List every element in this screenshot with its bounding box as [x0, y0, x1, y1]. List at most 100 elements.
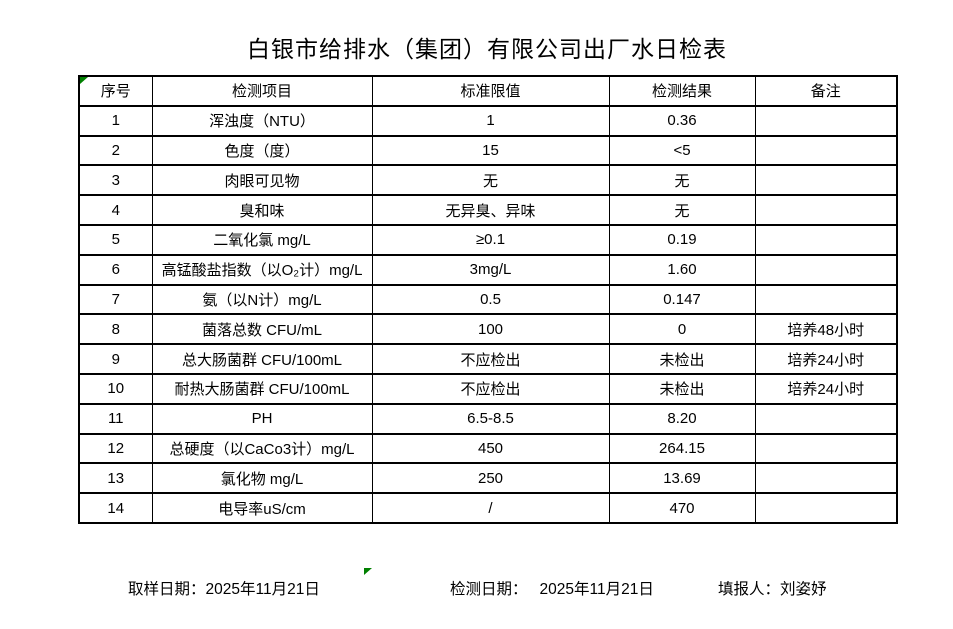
table-row: 1 浑浊度（NTU） 1 0.36: [78, 104, 898, 137]
header-row: 序号 检测项目 标准限值 检测结果 备注: [78, 75, 898, 107]
cell-item: 色度（度）: [151, 134, 373, 167]
table-row: 7 氨（以N计）mg/L 0.5 0.147: [78, 283, 898, 316]
cell-remark: [754, 462, 898, 495]
cell-seq: 8: [78, 313, 153, 346]
cell-result: 8.20: [608, 402, 756, 435]
cell-seq: 11: [78, 402, 153, 435]
cell-item: 二氧化氯 mg/L: [151, 223, 373, 256]
cell-seq: 14: [78, 492, 153, 524]
cell-limit: 6.5-8.5: [371, 402, 610, 435]
reporter-label: 填报人：: [718, 581, 781, 598]
table-row: 12 总硬度（以CaCo3计）mg/L 450 264.15: [78, 432, 898, 465]
cell-item: 耐热大肠菌群 CFU/100mL: [151, 372, 373, 405]
cell-remark: [754, 283, 898, 316]
table-row: 14 电导率uS/cm/470: [78, 492, 898, 524]
cell-item: 氯化物 mg/L: [151, 462, 373, 495]
cell-item: 氨（以N计）mg/L: [151, 283, 373, 316]
header-limit: 标准限值: [371, 75, 610, 107]
cell-item: 电导率uS/cm: [151, 492, 373, 524]
test-date: 检测日期： 2025年11月21日: [450, 578, 654, 602]
table-row: 4 臭和味 无异臭、异味无: [78, 194, 898, 226]
page-title: 白银市给排水（集团）有限公司出厂水日检表: [247, 36, 727, 62]
cell-limit: 无异臭、异味: [371, 194, 610, 226]
test-date-label: 检测日期：: [450, 581, 528, 598]
cell-remark: [754, 164, 898, 197]
cell-limit: /: [371, 492, 610, 524]
inspection-table: 序号 检测项目 标准限值 检测结果 备注 1 浑浊度（NTU） 1 0.36 2 色度（度…: [78, 75, 898, 524]
cell-remark: [754, 253, 898, 286]
cell-seq: 4: [78, 194, 153, 226]
cell-remark: 培养24小时: [754, 372, 898, 405]
cell-item: 浑浊度（NTU）: [151, 104, 373, 137]
cell-remark: 培养24小时: [754, 343, 898, 375]
cell-limit: 3mg/L: [371, 253, 610, 286]
header-result: 检测结果: [608, 75, 756, 107]
footer: 取样日期：2025年11月21日 检测日期： 2025年11月21日 填报人：刘姿…: [0, 578, 953, 602]
cell-remark: [754, 134, 898, 167]
cell-result: 未检出: [608, 372, 756, 405]
cell-limit: 450: [371, 432, 610, 465]
cell-remark: [754, 492, 898, 524]
cell-seq: 7: [78, 283, 153, 316]
cell-item: 菌落总数 CFU/mL: [151, 313, 373, 346]
cell-remark: [754, 402, 898, 435]
cell-remark: [754, 432, 898, 465]
cell-limit: 不应检出: [371, 343, 610, 375]
cell-seq: 1: [78, 104, 153, 137]
sampling-date: 取样日期：2025年11月21日: [128, 578, 320, 602]
cell-item: 肉眼可见物: [151, 164, 373, 197]
table-row: 8 菌落总数 CFU/mL 100 0 培养48小时: [78, 313, 898, 346]
cell-result: 264.15: [608, 432, 756, 465]
comment-indicator-icon: [80, 77, 88, 84]
table-row: 5 二氧化氯 mg/L ≥0.1 0.19: [78, 223, 898, 256]
reporter-name: 刘姿妤: [780, 581, 827, 598]
cell-item: 总大肠菌群 CFU/100mL: [151, 343, 373, 375]
cell-result: 无: [608, 164, 756, 197]
cell-item: PH: [151, 402, 373, 435]
cell-limit: 15: [371, 134, 610, 167]
header-item: 检测项目: [151, 75, 373, 107]
cell-seq: 5: [78, 223, 153, 256]
sampling-date-label: 取样日期：: [128, 581, 206, 598]
cell-result: 0: [608, 313, 756, 346]
cell-limit: 100: [371, 313, 610, 346]
cell-result: 0.147: [608, 283, 756, 316]
table-body: 1 浑浊度（NTU） 1 0.36 2 色度（度） 15 <5 3 肉眼可见物无无 4 臭和味 无异臭、…: [78, 104, 898, 524]
table-header: 序号 检测项目 标准限值 检测结果 备注: [78, 75, 898, 107]
table-row: 13 氯化物 mg/L 250 13.69: [78, 462, 898, 495]
cell-seq: 13: [78, 462, 153, 495]
cell-result: 13.69: [608, 462, 756, 495]
cell-result: 未检出: [608, 343, 756, 375]
table-row: 10 耐热大肠菌群 CFU/100mL 不应检出 未检出 培养24小时: [78, 372, 898, 405]
test-date-value: 2025年11月21日: [539, 581, 654, 598]
cell-result: 470: [608, 492, 756, 524]
cell-result: <5: [608, 134, 756, 167]
cell-limit: ≥0.1: [371, 223, 610, 256]
cell-seq: 6: [78, 253, 153, 286]
reporter: 填报人：刘姿妤: [718, 578, 827, 602]
cell-limit: 不应检出: [371, 372, 610, 405]
cell-limit: 无: [371, 164, 610, 197]
cell-item: 臭和味: [151, 194, 373, 226]
cell-item: 高锰酸盐指数（以O₂计）mg/L: [151, 253, 373, 286]
cell-seq: 3: [78, 164, 153, 197]
cell-item: 总硬度（以CaCo3计）mg/L: [151, 432, 373, 465]
cell-result: 无: [608, 194, 756, 226]
sampling-date-value: 2025年11月21日: [205, 581, 320, 598]
cell-seq: 9: [78, 343, 153, 375]
table-row: 6 高锰酸盐指数（以O₂计）mg/L 3mg/L 1.60: [78, 253, 898, 286]
cell-remark: [754, 194, 898, 226]
cell-remark: [754, 104, 898, 137]
cell-seq: 12: [78, 432, 153, 465]
cell-limit: 0.5: [371, 283, 610, 316]
comment-indicator-icon: [364, 568, 372, 575]
header-remark: 备注: [754, 75, 898, 107]
cell-result: 0.36: [608, 104, 756, 137]
table-row: 9 总大肠菌群 CFU/100mL 不应检出 未检出 培养24小时: [78, 343, 898, 375]
cell-seq: 2: [78, 134, 153, 167]
table-row: 2 色度（度） 15 <5: [78, 134, 898, 167]
header-seq: 序号: [78, 75, 153, 107]
cell-result: 0.19: [608, 223, 756, 256]
table-row: 3 肉眼可见物无无: [78, 164, 898, 197]
